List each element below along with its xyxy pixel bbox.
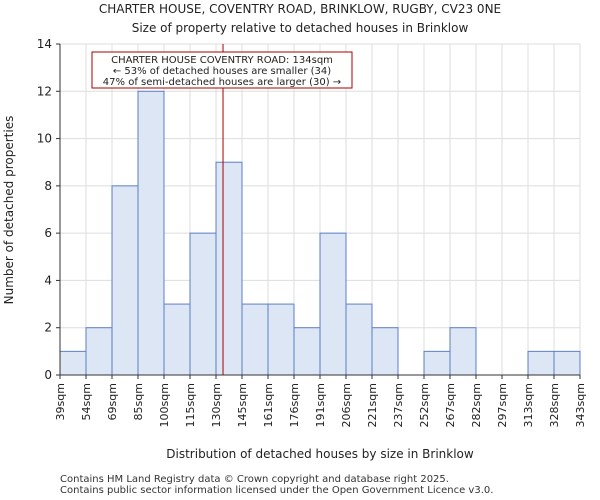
bar-54sqm — [85, 327, 113, 376]
x-tick-label-54sqm: 54sqm — [80, 383, 93, 420]
bar-328sqm — [553, 350, 581, 376]
x-tick-label-191sqm: 191sqm — [314, 383, 327, 427]
x-tick-label-115sqm: 115sqm — [184, 383, 197, 427]
y-tick-label-5: 10 — [37, 132, 52, 146]
x-tick-label-237sqm: 237sqm — [392, 383, 405, 427]
x-tick-label-267sqm: 267sqm — [444, 383, 457, 427]
x-tick-label-69sqm: 69sqm — [106, 383, 119, 420]
x-tick-label-100sqm: 100sqm — [158, 383, 171, 427]
bar-267sqm — [449, 327, 477, 376]
x-tick-label-39sqm: 39sqm — [54, 383, 67, 420]
x-tick-label-161sqm: 161sqm — [262, 383, 275, 427]
y-tick-label-0: 0 — [44, 368, 52, 382]
y-tick-label-7: 14 — [37, 37, 52, 51]
y-tick-label-4: 8 — [44, 179, 52, 193]
x-tick-label-206sqm: 206sqm — [340, 383, 353, 427]
x-tick-label-85sqm: 85sqm — [132, 383, 145, 420]
plot-area: 0 2 4 6 8 10 12 14 39sqm 54sqm 69sqm 85sqm 100sqm 115… — [37, 37, 587, 427]
x-tick-label-328sqm: 328sqm — [548, 383, 561, 427]
footer-line-1: Contains HM Land Registry data © Crown c… — [60, 474, 449, 485]
bar-115sqm — [189, 232, 217, 376]
y-tick-label-6: 12 — [37, 84, 52, 98]
y-tick-label-1: 2 — [44, 321, 52, 335]
bar-130sqm — [215, 161, 243, 376]
x-axis-label: Distribution of detached houses by size … — [166, 447, 474, 461]
bar-161sqm — [267, 303, 295, 376]
bar-85sqm — [137, 90, 165, 376]
bar-145sqm — [241, 303, 269, 376]
bar-221sqm — [371, 327, 399, 376]
x-tick-label-176sqm: 176sqm — [288, 383, 301, 427]
x-tick-label-313sqm: 313sqm — [522, 383, 535, 427]
bar-100sqm — [163, 303, 191, 376]
bar-206sqm — [345, 303, 373, 376]
x-tick-label-130sqm: 130sqm — [210, 383, 223, 427]
x-tick-label-145sqm: 145sqm — [236, 383, 249, 427]
x-tick-label-252sqm: 252sqm — [418, 383, 431, 427]
bar-39sqm — [59, 350, 87, 376]
annotation-box — [91, 51, 353, 89]
y-axis-label: Number of detached properties — [2, 116, 16, 305]
bar-252sqm — [423, 350, 451, 376]
bar-191sqm — [319, 232, 347, 376]
y-tick-label-2: 4 — [44, 273, 52, 287]
x-tick-label-221sqm: 221sqm — [366, 383, 379, 427]
x-tick-label-282sqm: 282sqm — [470, 383, 483, 427]
footer-line-2: Contains public sector information licen… — [60, 485, 494, 496]
chart-title: CHARTER HOUSE, COVENTRY ROAD, BRINKLOW, … — [99, 2, 501, 16]
bar-313sqm — [527, 350, 555, 376]
bar-176sqm — [293, 327, 321, 376]
annotation-line2: ← 53% of detached houses are smaller (34… — [113, 66, 331, 77]
bar-69sqm — [111, 185, 139, 376]
y-tick-label-3: 6 — [44, 226, 52, 240]
annotation-line1: CHARTER HOUSE COVENTRY ROAD: 134sqm — [111, 55, 333, 66]
chart-subtitle: Size of property relative to detached ho… — [132, 21, 469, 35]
x-tick-label-343sqm: 343sqm — [574, 383, 587, 427]
x-tick-label-297sqm: 297sqm — [496, 383, 509, 427]
annotation-line3: 47% of semi-detached houses are larger (… — [103, 77, 341, 88]
